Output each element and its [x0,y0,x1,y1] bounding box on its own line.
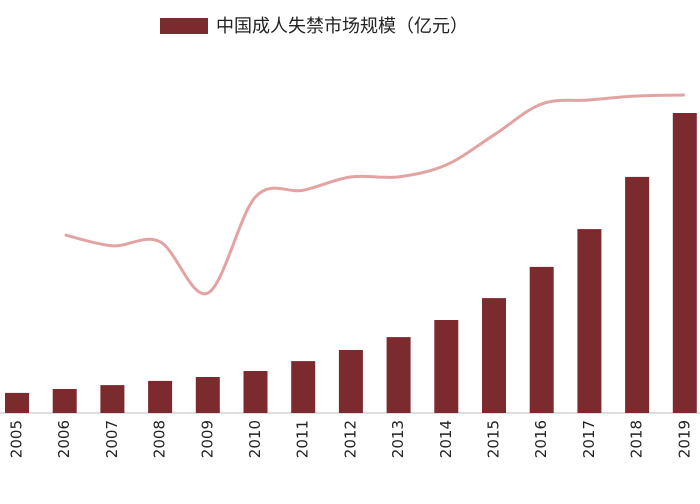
bar [5,392,29,413]
x-tick-label: 2017 [580,420,598,458]
x-tick-label: 2014 [437,420,455,458]
bar [52,389,77,413]
bar [338,350,363,413]
x-tick-label: 2010 [246,420,264,458]
x-tick-label: 2008 [151,420,169,458]
bar [148,380,173,413]
x-tick-label: 2007 [103,420,121,458]
bar [243,371,268,413]
line [64,93,685,296]
x-tick-label: 2009 [198,420,216,458]
legend-swatch [160,18,208,34]
x-tick-label: 2015 [485,420,503,458]
x-tick-label: 2005 [8,420,26,458]
legend-label: 中国成人失禁市场规模（亿元） [216,16,468,37]
x-tick-label: 2006 [55,420,73,458]
bar [625,176,650,413]
bar [100,385,125,413]
x-tick-label: 2018 [628,420,646,458]
bar [195,377,220,413]
bar [291,361,316,413]
bar [386,337,411,413]
bar [529,266,554,413]
bar [577,229,602,413]
x-tick-label: 2016 [532,420,550,458]
x-tick-label: 2013 [389,420,407,458]
bar [672,113,697,413]
x-tick-label: 2019 [675,420,693,458]
bar [434,320,459,413]
bar [482,298,506,413]
x-tick-label: 2012 [341,420,359,458]
x-tick-label: 2011 [294,420,312,458]
